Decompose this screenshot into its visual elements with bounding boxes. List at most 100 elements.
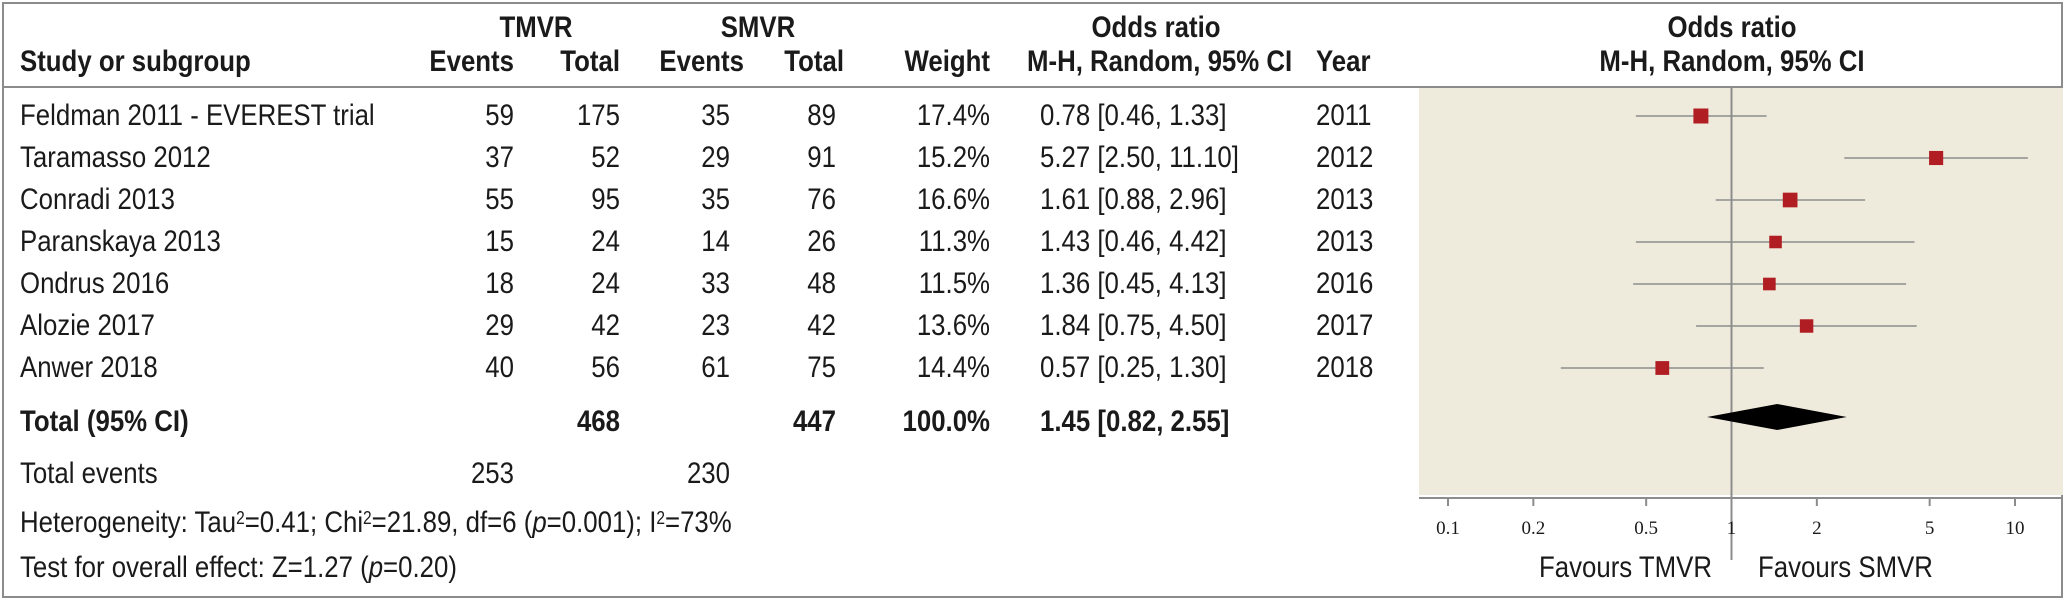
total-label: Total (95% CI) xyxy=(20,405,189,438)
study-name: Paranskaya 2013 xyxy=(20,225,221,258)
chi-squared-sup: 2 xyxy=(363,507,372,528)
study-marker xyxy=(1769,235,1782,249)
i-squared-sup: 2 xyxy=(656,507,666,528)
smvr-total: 42 xyxy=(807,309,836,342)
odds-ratio-ci: 1.84 [0.75, 4.50] xyxy=(1040,309,1227,342)
odds-ratio-ci: 1.36 [0.45, 4.13] xyxy=(1040,267,1227,300)
smvr-events: 61 xyxy=(701,351,730,384)
year: 2016 xyxy=(1316,267,1374,300)
study-name: Anwer 2018 xyxy=(20,351,158,384)
p-label: p xyxy=(532,506,547,539)
tmvr-total: 24 xyxy=(591,267,620,300)
smvr-events: 14 xyxy=(701,225,730,258)
year: 2013 xyxy=(1316,183,1374,216)
favours-right-label: Favours SMVR xyxy=(1758,551,1933,584)
overall-p-label: p xyxy=(368,551,384,584)
plot-method-header: M-H, Random, 95% CI xyxy=(1599,45,1865,78)
tau-value: =0.41; Chi xyxy=(244,506,364,539)
study-column-header: Study or subgroup xyxy=(20,45,251,78)
tmvr-events: 29 xyxy=(485,309,514,342)
tmvr-events: 15 xyxy=(485,225,514,258)
odds-ratio-ci: 0.78 [0.46, 1.33] xyxy=(1040,99,1227,132)
pooled-diamond xyxy=(1707,404,1847,430)
x-tick-label: 10 xyxy=(2006,518,2025,539)
study-name: Feldman 2011 - EVEREST trial xyxy=(20,99,375,132)
x-tick-label: 0.5 xyxy=(1634,518,1658,539)
smvr-total-header: Total xyxy=(784,45,844,78)
weight: 11.3% xyxy=(918,225,990,258)
study-marker xyxy=(1763,277,1776,291)
plot-panel xyxy=(1419,88,2063,495)
or-method-header: M-H, Random, 95% CI xyxy=(1027,45,1293,78)
total-events-label: Total events xyxy=(20,457,158,490)
smvr-total: 91 xyxy=(807,141,836,174)
year-header: Year xyxy=(1316,45,1371,78)
study-name: Ondrus 2016 xyxy=(20,267,170,300)
total-weight: 100.0% xyxy=(902,405,990,438)
smvr-events: 35 xyxy=(701,99,730,132)
weight: 13.6% xyxy=(916,309,990,342)
year: 2018 xyxy=(1316,351,1374,384)
smvr-events-header: Events xyxy=(659,45,744,78)
tmvr-total: 24 xyxy=(591,225,620,258)
tmvr-total-header: Total xyxy=(560,45,620,78)
year: 2013 xyxy=(1316,225,1374,258)
tmvr-events: 59 xyxy=(485,99,514,132)
year: 2011 xyxy=(1316,99,1372,132)
heterogeneity-line: Heterogeneity: Tau2=0.41; Chi2=21.89, df… xyxy=(20,505,732,541)
tmvr-events-header: Events xyxy=(429,45,514,78)
tmvr-events: 18 xyxy=(485,267,514,300)
study-marker xyxy=(1693,108,1709,124)
weight: 15.2% xyxy=(916,141,990,174)
smvr-events: 35 xyxy=(701,183,730,216)
odds-ratio-ci: 0.57 [0.25, 1.30] xyxy=(1040,351,1227,384)
weight-header: Weight xyxy=(904,45,990,78)
study-marker xyxy=(1929,150,1944,166)
weight: 14.4% xyxy=(916,351,990,384)
tmvr-total: 42 xyxy=(591,309,620,342)
heterogeneity-prefix: Heterogeneity: Tau xyxy=(20,506,237,539)
year: 2017 xyxy=(1316,309,1374,342)
smvr-total: 75 xyxy=(807,351,836,384)
study-marker xyxy=(1782,192,1798,208)
group2-header: SMVR xyxy=(720,11,796,44)
chi-value: =21.89, df=6 ( xyxy=(371,506,533,539)
smvr-total: 26 xyxy=(807,225,836,258)
tmvr-total: 175 xyxy=(576,99,620,132)
pooled-odds-ratio-ci: 1.45 [0.82, 2.55] xyxy=(1040,405,1230,438)
overall-effect-prefix: Test for overall effect: Z=1.27 ( xyxy=(20,551,369,584)
weight: 11.5% xyxy=(918,267,990,300)
study-name: Conradi 2013 xyxy=(20,183,175,216)
tmvr-events: 40 xyxy=(485,351,514,384)
odds-ratio-ci: 5.27 [2.50, 11.10] xyxy=(1040,141,1239,174)
smvr-events: 23 xyxy=(701,309,730,342)
study-name: Taramasso 2012 xyxy=(20,141,211,174)
tau-squared-sup: 2 xyxy=(236,507,245,528)
favours-left-label: Favours TMVR xyxy=(1539,551,1712,584)
smvr-total-sum: 447 xyxy=(792,405,836,438)
tmvr-total-events: 253 xyxy=(470,457,514,490)
weight: 16.6% xyxy=(916,183,990,216)
x-tick-label: 2 xyxy=(1812,518,1822,539)
smvr-total: 89 xyxy=(807,99,836,132)
tmvr-total: 56 xyxy=(591,351,620,384)
group1-header: TMVR xyxy=(499,11,573,44)
smvr-total: 48 xyxy=(807,267,836,300)
study-name: Alozie 2017 xyxy=(20,309,155,342)
odds-ratio-ci: 1.43 [0.46, 4.42] xyxy=(1040,225,1227,258)
i-squared-value: =73% xyxy=(665,506,732,539)
p-value: =0.001); I xyxy=(546,506,657,539)
smvr-total-events: 230 xyxy=(686,457,730,490)
smvr-events: 29 xyxy=(701,141,730,174)
odds-ratio-ci: 1.61 [0.88, 2.96] xyxy=(1040,183,1227,216)
x-tick-label: 5 xyxy=(1925,518,1935,539)
tmvr-events: 55 xyxy=(485,183,514,216)
study-marker xyxy=(1799,319,1814,333)
header-rule xyxy=(4,86,2063,88)
overall-p-value: =0.20) xyxy=(383,551,457,584)
tmvr-total: 52 xyxy=(591,141,620,174)
x-tick-label: 0.1 xyxy=(1436,518,1460,539)
smvr-events: 33 xyxy=(701,267,730,300)
